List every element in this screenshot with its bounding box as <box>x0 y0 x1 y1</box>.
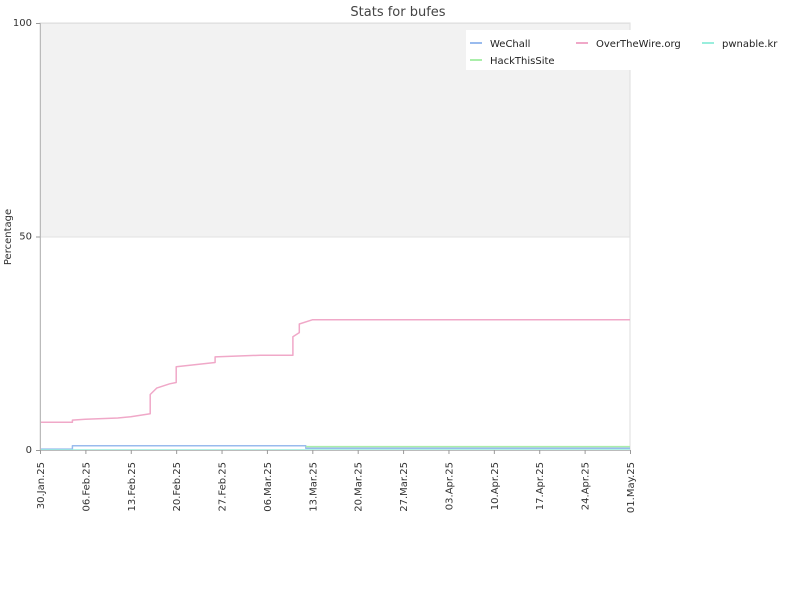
x-tick-label: 13.Mar.25 <box>308 462 319 512</box>
x-tick-label: 10.Apr.25 <box>490 462 501 510</box>
x-tick-label: 17.Apr.25 <box>535 462 546 510</box>
legend-label: pwnable.kr <box>722 39 778 50</box>
y-tick-label: 0 <box>26 445 32 456</box>
x-tick-label: 13.Feb.25 <box>127 462 138 512</box>
y-axis: 0 50 100 <box>13 18 41 456</box>
x-tick-label: 30.Jan.25 <box>36 462 47 509</box>
x-tick-label: 27.Feb.25 <box>218 462 229 512</box>
legend-label: OverTheWire.org <box>596 39 681 50</box>
x-tick-label: 01.May.25 <box>626 462 637 513</box>
chart-title: Stats for bufes <box>350 5 445 20</box>
legend-label: WeChall <box>490 39 530 50</box>
legend-box <box>466 30 786 70</box>
x-axis: 30.Jan.25 06.Feb.25 13.Feb.25 20.Feb.25 27.F… <box>36 450 637 513</box>
legend: WeChall OverTheWire.org pwnable.kr HackThis… <box>466 30 786 70</box>
x-tick-label: 27.Mar.25 <box>399 462 410 512</box>
x-tick-label: 06.Feb.25 <box>81 462 92 512</box>
x-tick-label: 06.Mar.25 <box>263 462 274 512</box>
series-line-wechall <box>40 444 630 450</box>
series-line-overthewire-org <box>40 319 630 423</box>
x-tick-label: 03.Apr.25 <box>444 462 455 510</box>
x-tick-label: 20.Feb.25 <box>172 462 183 512</box>
legend-label: HackThisSite <box>490 56 555 67</box>
x-tick-label: 24.Apr.25 <box>581 462 592 510</box>
y-axis-label: Percentage <box>3 209 14 265</box>
y-tick-label: 50 <box>19 232 32 243</box>
x-tick-label: 20.Mar.25 <box>354 462 365 512</box>
y-tick-label: 100 <box>13 18 32 29</box>
